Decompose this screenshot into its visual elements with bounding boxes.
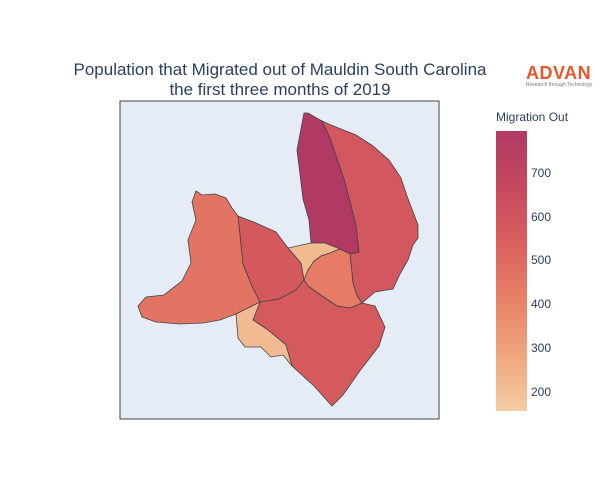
regions-layer [137,112,419,407]
west-region[interactable] [137,190,261,325]
title-line-2: the first three months of 2019 [169,80,391,99]
logo-tagline: Research through Technology [526,82,593,88]
title-line-1: Population that Migrated out of Mauldin … [73,60,487,79]
colorbar-tick: 700 [531,165,552,180]
colorbar-tick: 400 [531,297,552,312]
colorbar-tick: 200 [531,385,552,400]
colorbar-tick: 300 [531,341,552,356]
colorbar-tick: 500 [531,253,552,268]
advan-logo: ADVAN Research through Technology [526,64,596,89]
southwest-small-region[interactable] [235,301,293,367]
colorbar-gradient [496,131,527,411]
colorbar-tick: 600 [531,209,552,224]
chart-title: Population that Migrated out of Mauldin … [20,60,540,100]
logo-wordmark: ADVAN [526,63,592,83]
colorbar-title: Migration Out [496,110,569,124]
east-region[interactable] [321,120,419,304]
colorbar [496,131,527,411]
